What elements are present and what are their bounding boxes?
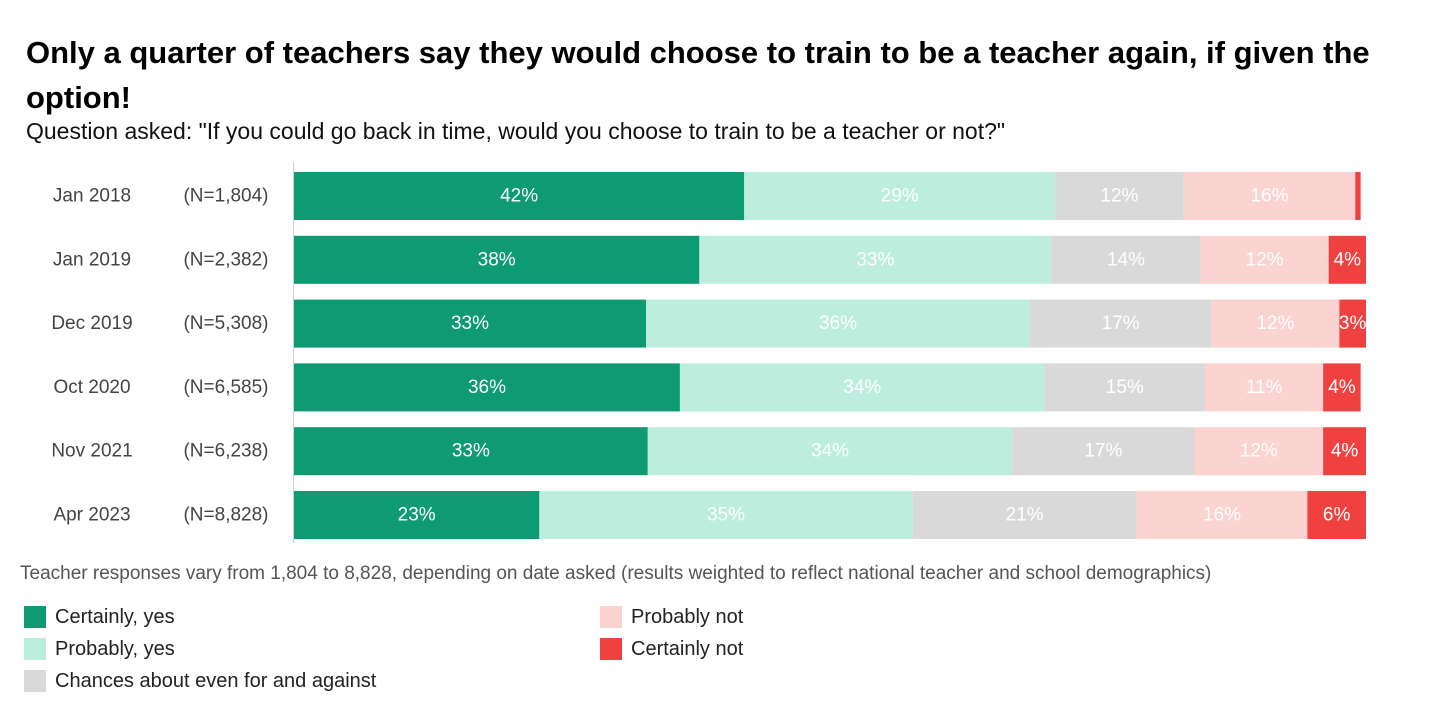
data-label: 12% bbox=[1256, 313, 1294, 334]
data-label: 34% bbox=[843, 377, 881, 398]
bar-segment bbox=[1211, 299, 1340, 348]
data-label: 12% bbox=[1240, 441, 1278, 462]
legend-label: Probably not bbox=[631, 605, 744, 628]
chart-title: Only a quarter of teachers say they woul… bbox=[26, 35, 1370, 115]
bar-segment bbox=[1323, 427, 1366, 476]
data-label: 36% bbox=[819, 313, 857, 334]
legend-swatch-certainly-not bbox=[600, 638, 622, 660]
data-label: 11% bbox=[1246, 377, 1283, 398]
data-label: 34% bbox=[811, 441, 849, 462]
data-label: 33% bbox=[451, 313, 489, 334]
data-label: 33% bbox=[452, 441, 490, 462]
bar-segment bbox=[679, 363, 1045, 412]
category-label: Apr 2023 bbox=[53, 505, 130, 526]
category-label: Dec 2019 bbox=[51, 313, 132, 334]
chart-subtitle: Question asked: "If you could go back in… bbox=[26, 118, 1006, 144]
legend-item-probably-not: Probably not bbox=[600, 605, 743, 629]
sample-size-label: (N=2,382) bbox=[183, 249, 268, 270]
bar-segment bbox=[1355, 172, 1361, 220]
bar-segment bbox=[1205, 363, 1324, 412]
bar-segment bbox=[1307, 491, 1366, 539]
legend-item-certainly-yes: Certainly, yes bbox=[24, 605, 175, 629]
data-label: 38% bbox=[478, 249, 516, 270]
bar-segment bbox=[1183, 172, 1356, 220]
data-label: 16% bbox=[1203, 505, 1241, 526]
bar-segment bbox=[744, 172, 1056, 220]
legend-swatch-even bbox=[24, 670, 46, 692]
bar-segment bbox=[699, 235, 1052, 284]
bar-segment bbox=[294, 172, 745, 220]
sample-size-label: (N=5,308) bbox=[183, 313, 268, 334]
bar-segment bbox=[1136, 491, 1308, 539]
legend-item-certainly-not: Certainly not bbox=[600, 637, 743, 661]
legend-label: Certainly, yes bbox=[55, 605, 175, 628]
sample-size-label: (N=1,804) bbox=[183, 186, 268, 207]
bar-segment bbox=[539, 491, 913, 539]
bar-segment bbox=[647, 427, 1013, 476]
category-label: Nov 2021 bbox=[51, 441, 132, 462]
data-label: 15% bbox=[1106, 377, 1144, 398]
data-label: 17% bbox=[1102, 313, 1140, 334]
data-label: 17% bbox=[1084, 441, 1122, 462]
bar-segment bbox=[912, 491, 1137, 539]
data-label: 12% bbox=[1100, 186, 1138, 207]
data-label: 4% bbox=[1331, 441, 1359, 462]
data-label: 12% bbox=[1246, 249, 1284, 270]
data-label: 29% bbox=[881, 186, 919, 207]
sample-size-label: (N=6,585) bbox=[183, 377, 268, 398]
legend-swatch-probably-yes bbox=[24, 638, 46, 660]
data-label: 3% bbox=[1339, 313, 1367, 334]
legend-item-probably-yes: Probably, yes bbox=[24, 637, 175, 661]
stacked-bar-chart: Jan 2018 (N=1,804) 42% 29% 12% 16% Jan 2019 (N=… bbox=[51, 162, 1367, 543]
sample-size-label: (N=6,238) bbox=[183, 441, 268, 462]
bar-segment bbox=[1051, 235, 1201, 284]
data-label: 4% bbox=[1334, 249, 1362, 270]
data-label: 4% bbox=[1328, 377, 1356, 398]
data-label: 42% bbox=[500, 186, 538, 207]
legend-label: Certainly not bbox=[631, 637, 744, 660]
legend-swatch-certainly-yes bbox=[24, 606, 46, 628]
bar-segment bbox=[1339, 299, 1366, 348]
bar-segment bbox=[1200, 235, 1329, 284]
legend-item-even: Chances about even for and against bbox=[24, 669, 376, 693]
legend-label: Probably, yes bbox=[55, 637, 175, 660]
category-label: Jan 2019 bbox=[53, 249, 131, 270]
bar-segment bbox=[294, 363, 680, 412]
bar-segment bbox=[294, 491, 540, 539]
bar-segment bbox=[1012, 427, 1195, 476]
bar-segment bbox=[1055, 172, 1184, 220]
sample-note: Teacher responses vary from 1,804 to 8,8… bbox=[20, 563, 1212, 584]
legend-label: Chances about even for and against bbox=[55, 669, 377, 692]
bar-segment bbox=[294, 235, 700, 284]
bar-segment bbox=[1030, 299, 1212, 348]
data-label: 14% bbox=[1107, 249, 1145, 270]
data-label: 16% bbox=[1251, 186, 1289, 207]
category-label: Oct 2020 bbox=[53, 377, 130, 398]
category-label: Jan 2018 bbox=[53, 186, 131, 207]
data-label: 21% bbox=[1006, 505, 1044, 526]
sample-size-label: (N=8,828) bbox=[183, 505, 268, 526]
data-label: 23% bbox=[398, 505, 436, 526]
data-label: 6% bbox=[1323, 505, 1351, 526]
data-label: 35% bbox=[707, 505, 745, 526]
bar-segment bbox=[1194, 427, 1324, 476]
bar-segment bbox=[294, 427, 648, 476]
bar-segment bbox=[1044, 363, 1206, 412]
bar-segment bbox=[1323, 363, 1361, 412]
bar-segment bbox=[294, 299, 646, 348]
data-label: 36% bbox=[468, 377, 506, 398]
bar-segment bbox=[646, 299, 1030, 348]
legend-swatch-probably-not bbox=[600, 606, 622, 628]
data-label: 33% bbox=[856, 249, 894, 270]
bar-segment bbox=[1328, 235, 1366, 284]
